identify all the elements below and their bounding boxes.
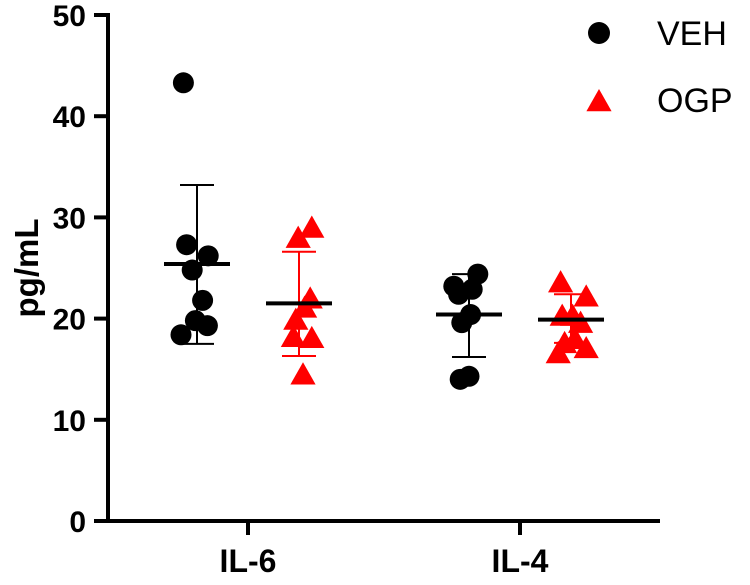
legend-marker [586,89,612,112]
y-tick-label: 20 [53,304,86,337]
x-tick-label: IL-4 [492,543,549,579]
data-point [283,307,309,330]
x-tick-label: IL-6 [220,543,277,579]
legend-marker [588,22,610,44]
y-tick-label: 40 [53,101,86,134]
legend-label: VEH [657,15,727,53]
y-tick-label: 0 [69,506,86,539]
y-tick-label: 10 [53,405,86,438]
legend-label: OGP [657,82,733,120]
data-point [197,245,219,267]
data-point [176,234,198,256]
data-point [299,325,325,349]
data-point [172,72,194,94]
y-axis: 0 10 20 30 40 50 [53,0,110,539]
y-tick-label: 50 [53,0,86,33]
data-point [573,335,599,359]
data-point [196,315,218,337]
data-point [299,215,325,238]
data-marks [164,72,604,390]
data-point [573,284,599,307]
data-point [461,278,483,300]
data-point [280,324,306,348]
x-axis: IL-6 IL-4 [106,519,660,579]
data-point [170,324,192,346]
data-point [285,225,311,248]
data-point [548,270,574,293]
y-axis-title: pg/mL [8,219,45,318]
legend: VEH OGP [586,15,733,120]
data-point [290,362,316,385]
y-tick-label: 30 [53,202,86,235]
data-point [192,289,214,311]
data-point [458,365,480,387]
data-point [568,310,594,333]
data-point [545,341,571,364]
